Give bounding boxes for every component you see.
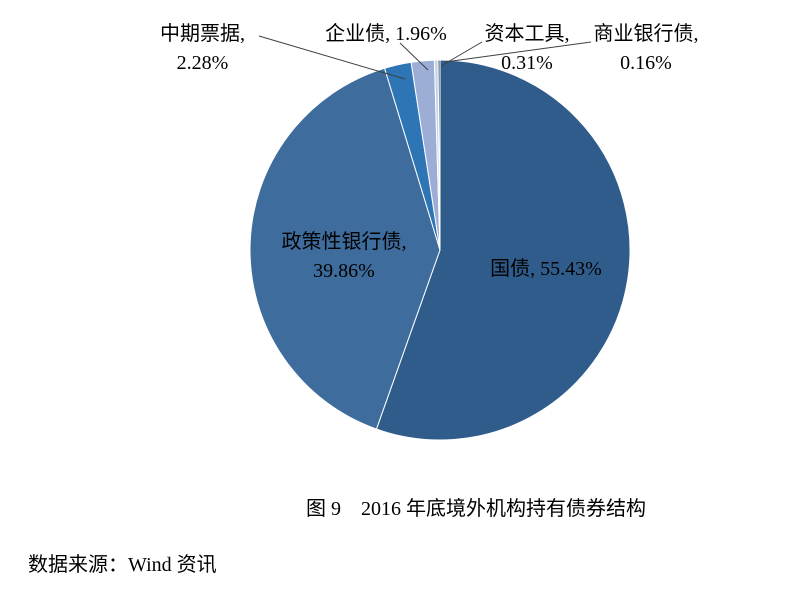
label-policy-bank-line2: 39.86% — [313, 260, 375, 282]
data-source: 数据来源：Wind 资讯 — [28, 554, 217, 576]
callout-capital: 资本工具, 0.31% — [462, 20, 592, 78]
callout-commercial-line1: 商业银行债, — [593, 23, 699, 45]
callout-mtn-line1: 中期票据, — [160, 23, 245, 45]
callout-mtn: 中期票据, 2.28% — [130, 20, 275, 78]
label-policy-bank-line1: 政策性银行债, — [281, 231, 407, 253]
label-policy-bank: 政策性银行债, 39.86% — [263, 228, 425, 286]
callout-mtn-line2: 2.28% — [176, 52, 229, 74]
label-treasury: 国债, 55.43% — [466, 255, 626, 284]
pie-slice-国债 — [375, 59, 631, 441]
callout-commercial: 商业银行债, 0.16% — [580, 20, 712, 78]
label-treasury-line1: 国债, 55.43% — [490, 258, 602, 280]
callout-capital-line1: 资本工具, — [484, 23, 570, 45]
callout-capital-line2: 0.31% — [501, 52, 553, 74]
leader-line-enterprise — [399, 42, 429, 71]
callout-enterprise: 企业债, 1.96% — [306, 20, 466, 49]
leader-line-mtn — [258, 35, 406, 80]
pie-chart — [249, 35, 631, 441]
callout-commercial-line2: 0.16% — [620, 52, 672, 74]
leader-line-commercial — [444, 41, 592, 63]
pie-slice-政策性银行债 — [249, 67, 441, 430]
figure-caption: 图 9 2016 年底境外机构持有债券结构 — [306, 498, 646, 520]
callout-enterprise-line1: 企业债, 1.96% — [325, 23, 447, 45]
pie-slice-商业银行债 — [437, 59, 441, 251]
